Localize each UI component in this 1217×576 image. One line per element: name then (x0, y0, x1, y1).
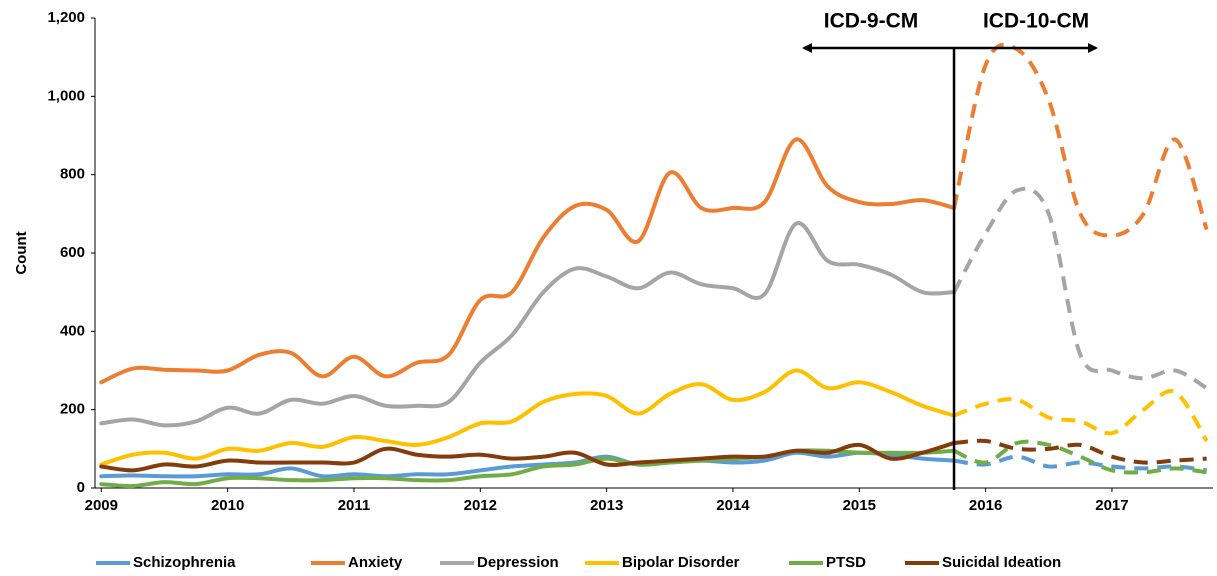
icd10-label: ICD-10-CM (983, 10, 1089, 33)
y-tick-label: 600 (60, 244, 85, 261)
series-line-dashed (953, 438, 1207, 465)
legend-label: Bipolar Disorder (622, 554, 740, 571)
series-line (99, 368, 957, 467)
y-tick-label: 800 (60, 166, 85, 183)
x-tick-label: 2010 (211, 497, 244, 514)
x-tick-label: 2015 (843, 497, 876, 514)
x-tick-label: 2017 (1095, 497, 1128, 514)
y-tick-label: 0 (77, 479, 85, 496)
legend-label: Schizophrenia (133, 554, 236, 571)
series-line (99, 137, 957, 385)
icd9-label: ICD-9-CM (824, 10, 919, 33)
series-line-dashed (952, 42, 1209, 238)
series-line-dashed (952, 186, 1208, 390)
y-tick-label: 1,000 (47, 87, 85, 104)
y-tick-label: 400 (60, 322, 85, 339)
y-tick-label: 1,200 (47, 9, 85, 26)
legend-label: PTSD (826, 554, 866, 571)
x-tick-label: 2016 (969, 497, 1002, 514)
legend-label: Anxiety (348, 554, 403, 571)
series-line-dashed (953, 389, 1209, 443)
x-tick-label: 2014 (716, 497, 750, 514)
y-axis-label: Count (13, 231, 30, 274)
series-line (99, 221, 957, 428)
x-tick-label: 2012 (464, 497, 497, 514)
x-tick-label: 2009 (85, 497, 118, 514)
x-tick-label: 2011 (338, 497, 371, 514)
series-line (99, 450, 957, 479)
series-line (99, 440, 957, 473)
series-line-dashed (953, 454, 1207, 473)
legend-label: Suicidal Ideation (942, 554, 1061, 571)
legend-label: Depression (477, 554, 559, 571)
x-tick-label: 2013 (590, 497, 623, 514)
y-tick-label: 200 (60, 401, 85, 418)
